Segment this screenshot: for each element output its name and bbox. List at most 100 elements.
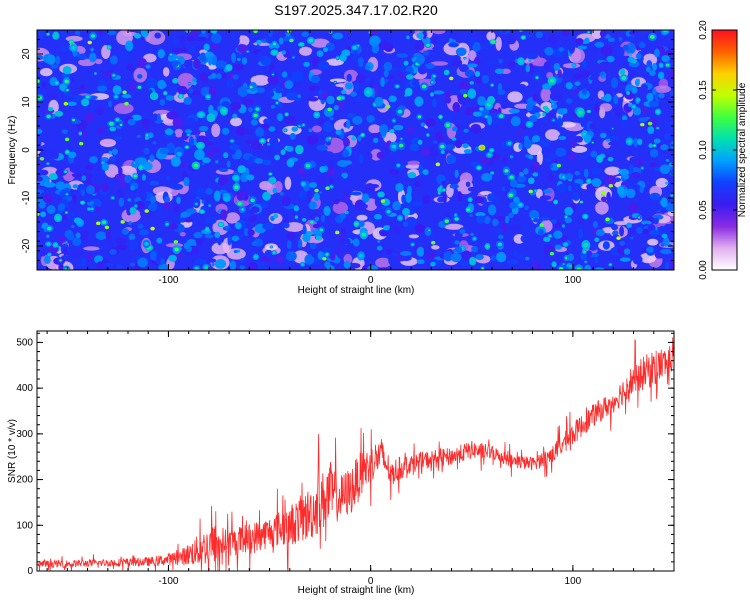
- heatmap-cell: [106, 30, 117, 36]
- heatmap-cell: [64, 170, 68, 173]
- heatmap-cell: [317, 60, 330, 70]
- heatmap-cell: [48, 173, 58, 180]
- heatmap-cell: [267, 75, 279, 85]
- heatmap-cell: [405, 216, 417, 228]
- heatmap-cell: [442, 194, 447, 204]
- heatmap-cell: [119, 123, 123, 126]
- heatmap-cell: [42, 194, 53, 204]
- heatmap-cell: [156, 237, 163, 244]
- heatmap-cell: [619, 68, 626, 76]
- heatmap-cell: [605, 217, 610, 222]
- heatmap-cell: [297, 94, 301, 99]
- heatmap-cell: [467, 88, 477, 99]
- heatmap-cell: [501, 30, 507, 34]
- heatmap-cell: [364, 64, 370, 71]
- heatmap-cell: [298, 46, 313, 56]
- heatmap-cell: [658, 225, 666, 235]
- heatmap-cell: [425, 118, 436, 127]
- heatmap-cell: [454, 217, 459, 221]
- heatmap-cell: [268, 172, 272, 176]
- heatmap-cell: [295, 96, 302, 102]
- heatmap-cell: [396, 53, 409, 58]
- heatmap-cell: [343, 137, 350, 148]
- heatmap-cell: [141, 174, 147, 181]
- heatmap-cell: [156, 113, 161, 125]
- heatmap-cell: [565, 98, 573, 104]
- heatmap-cell: [648, 143, 653, 149]
- heatmap-cell: [301, 182, 305, 186]
- heatmap-cell: [631, 172, 641, 178]
- heatmap-cell: [147, 203, 159, 212]
- heatmap-cell: [478, 157, 491, 163]
- heatmap-cell: [549, 251, 555, 256]
- heatmap-peak: [480, 146, 484, 150]
- heatmap-cell: [37, 79, 40, 83]
- heatmap-cell: [442, 188, 446, 192]
- heatmap-cell: [304, 254, 315, 265]
- heatmap-cell: [517, 175, 527, 183]
- heatmap-cell: [653, 85, 672, 93]
- heatmap-cell: [657, 71, 665, 80]
- heatmap-cell: [649, 149, 659, 158]
- heatmap-cell: [389, 128, 395, 134]
- heatmap-cell: [648, 100, 659, 108]
- heatmap-cell: [46, 54, 56, 65]
- heatmap-cell: [440, 150, 445, 154]
- heatmap-cell: [97, 151, 104, 157]
- heatmap-cell: [152, 141, 157, 145]
- heatmap-cell: [506, 259, 519, 265]
- heatmap-cell: [552, 119, 555, 122]
- heatmap-cell: [133, 162, 136, 164]
- heatmap-cell: [82, 195, 92, 203]
- heatmap-cell: [127, 118, 136, 126]
- heatmap-cell: [139, 229, 149, 236]
- heatmap-cell: [337, 98, 344, 110]
- heatmap-cell: [589, 123, 596, 130]
- heatmap-cell: [177, 217, 187, 223]
- heatmap-cell: [380, 130, 387, 137]
- heatmap-cell: [55, 216, 61, 220]
- heatmap-cell: [665, 159, 670, 162]
- heatmap-cell: [211, 43, 219, 50]
- heatmap-cell: [548, 234, 552, 238]
- heatmap-cell: [320, 92, 329, 98]
- heatmap-cell: [303, 61, 310, 67]
- heatmap-cell: [422, 169, 429, 176]
- heatmap-cell: [667, 210, 674, 217]
- heatmap-cell: [150, 250, 157, 261]
- heatmap-cell: [308, 201, 318, 210]
- heatmap-cell: [78, 141, 84, 146]
- heatmap-cell: [398, 143, 404, 148]
- heatmap-cell: [452, 59, 463, 67]
- heatmap-cell: [59, 259, 62, 262]
- heatmap-cell: [658, 62, 664, 68]
- heatmap-cell: [497, 242, 503, 247]
- heatmap-cell: [180, 35, 185, 46]
- heatmap-cell: [539, 223, 544, 227]
- heatmap-cell: [520, 235, 527, 243]
- heatmap-cell: [583, 250, 586, 253]
- heatmap-cell: [308, 128, 313, 133]
- colorbar-tick-label: 0.05: [698, 200, 709, 220]
- snr-ylabel: SNR (10 * v/v): [7, 419, 18, 483]
- heatmap-cell: [351, 136, 357, 141]
- heatmap-cell: [308, 85, 316, 91]
- snr-panel: -100 0 100 0 100 200 300 400 500 Height of strai…: [7, 330, 675, 596]
- heatmap-cell: [628, 35, 634, 43]
- heatmap-cell: [308, 38, 314, 43]
- heatmap-cell: [339, 237, 351, 245]
- heatmap-cell: [144, 242, 149, 246]
- heatmap-cell: [527, 177, 535, 185]
- heatmap-cell: [574, 170, 580, 176]
- x-tick-label: 0: [368, 576, 374, 587]
- heatmap-cell: [481, 42, 493, 50]
- heatmap-cell: [531, 129, 537, 137]
- heatmap-cell: [357, 135, 362, 142]
- heatmap-cell: [243, 128, 253, 135]
- heatmap-cell: [189, 30, 199, 37]
- heatmap-cell: [423, 245, 432, 257]
- heatmap-cell: [131, 209, 135, 213]
- heatmap-cell: [331, 87, 341, 98]
- heatmap-cell: [358, 254, 364, 258]
- heatmap-cell: [361, 232, 367, 237]
